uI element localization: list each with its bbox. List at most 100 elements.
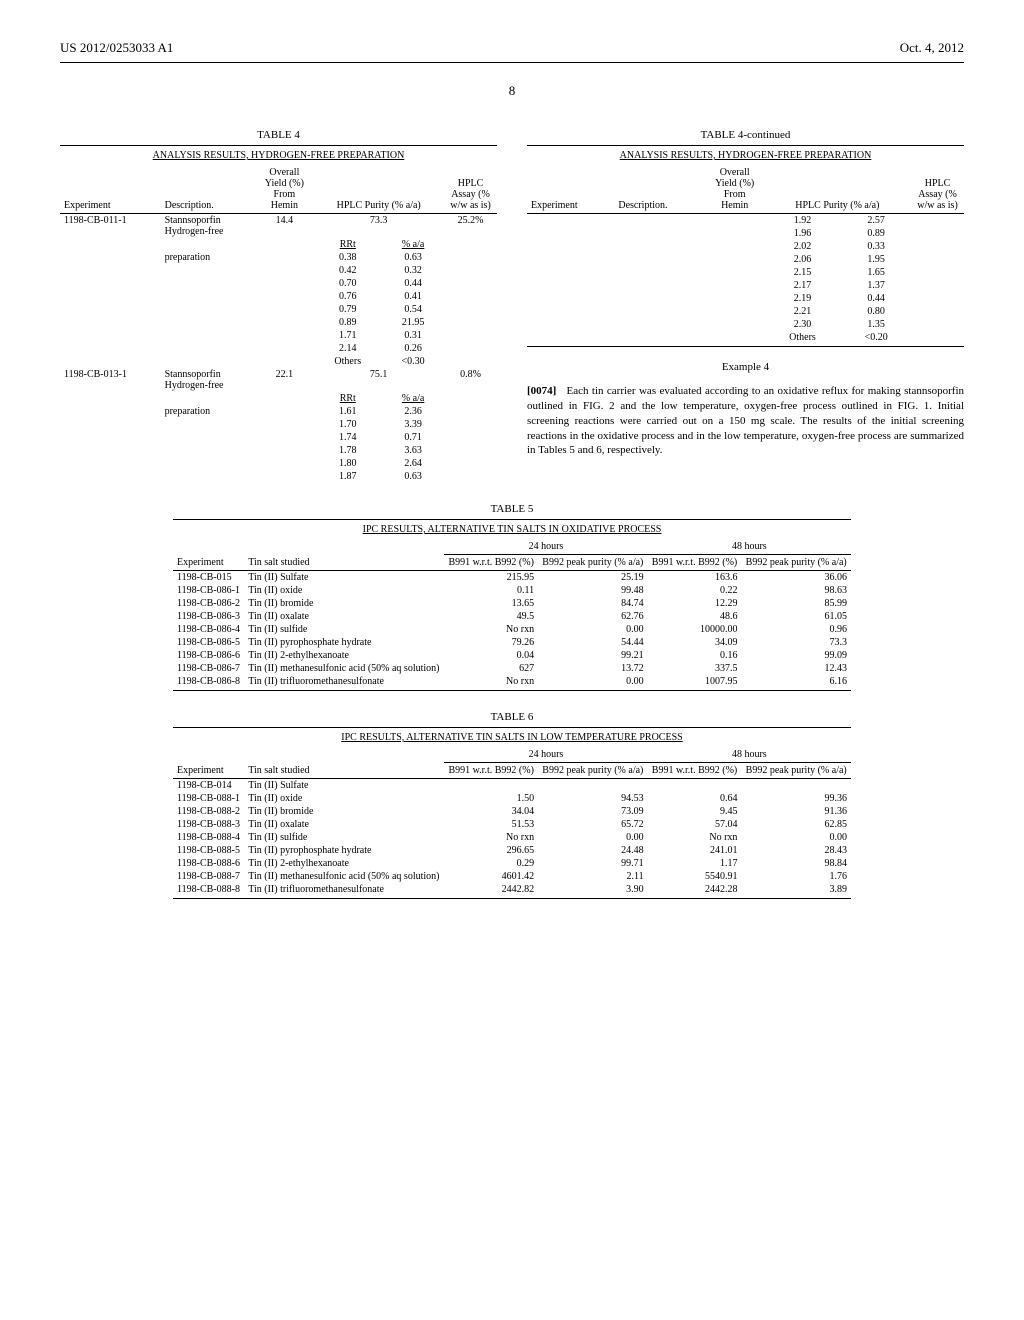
t4-pctaa: 0.32 — [382, 264, 444, 277]
cell-b992-48: 62.85 — [741, 818, 851, 831]
t6-th-b992-48: B992 peak purity (% a/a) — [741, 763, 851, 779]
cell-salt: Tin (II) oxalate — [244, 818, 444, 831]
table5-subtitle: IPC RESULTS, ALTERNATIVE TIN SALTS IN OX… — [173, 520, 851, 540]
cell-salt: Tin (II) oxide — [244, 584, 444, 597]
cell-b992-24: 94.53 — [538, 792, 648, 805]
t5-th-48h: 48 hours — [648, 539, 851, 555]
table-row: 1198-CB-088-2Tin (II) bromide34.0473.099… — [173, 805, 851, 818]
cell-b992-48: 1.76 — [741, 870, 851, 883]
cell-b991-24: 13.65 — [444, 597, 538, 610]
t4r-pctaa: 1.65 — [841, 266, 911, 279]
table-row: 1198-CB-015Tin (II) Sulfate215.9525.1916… — [173, 571, 851, 585]
cell-b991-48: 2442.28 — [648, 883, 742, 896]
table4-title: TABLE 4 — [60, 129, 497, 141]
table-row: 1198-CB-088-1Tin (II) oxide1.5094.530.64… — [173, 792, 851, 805]
table-row: 1198-CB-014Tin (II) Sulfate — [173, 779, 851, 793]
cell-b992-24: 84.74 — [538, 597, 648, 610]
cell-b991-24: 49.5 — [444, 610, 538, 623]
t4r-rrt: 1.92 — [764, 214, 842, 228]
t4r-rrt: 2.17 — [764, 279, 842, 292]
t6-th-48h: 48 hours — [648, 747, 851, 763]
cell-b992-48: 0.96 — [741, 623, 851, 636]
header-rule — [60, 62, 964, 63]
table-row: 1198-CB-086-7Tin (II) methanesulfonic ac… — [173, 662, 851, 675]
table4-subtitle: ANALYSIS RESULTS, HYDROGEN-FREE PREPARAT… — [60, 146, 497, 166]
cell-b991-48: 10000.00 — [648, 623, 742, 636]
t4-exp: 1198-CB-011-1 — [60, 214, 161, 239]
cell-salt: Tin (II) bromide — [244, 805, 444, 818]
cell-b991-48: 1007.95 — [648, 675, 742, 688]
t4-pctaa: 0.44 — [382, 277, 444, 290]
cell-b991-24: 51.53 — [444, 818, 538, 831]
para-number: [0074] — [527, 385, 556, 397]
table-row: 1198-CB-088-6Tin (II) 2-ethylhexanoate0.… — [173, 857, 851, 870]
th-yield-r: Overall Yield (%) From Hemin — [706, 165, 764, 214]
table-row: 1198-CB-088-8Tin (II) trifluoromethanesu… — [173, 883, 851, 896]
example4-heading: Example 4 — [527, 361, 964, 373]
th-hplc-purity: HPLC Purity (% a/a) — [313, 165, 444, 214]
cell-b992-24: 13.72 — [538, 662, 648, 675]
cell-b991-24: 0.04 — [444, 649, 538, 662]
table-row: 1198-CB-088-5Tin (II) pyrophosphate hydr… — [173, 844, 851, 857]
cell-b991-24: 627 — [444, 662, 538, 675]
t6-th-salt: Tin salt studied — [244, 747, 444, 779]
t4r-rrt: 2.21 — [764, 305, 842, 318]
t4-pctaa: 21.95 — [382, 316, 444, 329]
cell-b991-24: 0.11 — [444, 584, 538, 597]
cell-salt: Tin (II) sulfide — [244, 623, 444, 636]
cell-salt: Tin (II) trifluoromethanesulfonate — [244, 883, 444, 896]
cell-b991-48: 5540.91 — [648, 870, 742, 883]
t5-th-b992-24: B992 peak purity (% a/a) — [538, 555, 648, 571]
t4-rrt: 1.71 — [313, 329, 382, 342]
t4-yield: 14.4 — [255, 214, 313, 239]
t4-pctaa-hdr: % a/a — [382, 238, 444, 251]
t4r-pctaa: 0.80 — [841, 305, 911, 318]
cell-b992-24 — [538, 779, 648, 793]
th-hplc-assay-r: HPLC Assay (% w/w as is) — [911, 165, 964, 214]
cell-exp: 1198-CB-086-2 — [173, 597, 244, 610]
cell-b991-48: 0.22 — [648, 584, 742, 597]
table-row: 1198-CB-086-6Tin (II) 2-ethylhexanoate0.… — [173, 649, 851, 662]
cell-exp: 1198-CB-086-6 — [173, 649, 244, 662]
t4-rrt: Others — [313, 355, 382, 368]
cell-b992-24: 54.44 — [538, 636, 648, 649]
t4-purity-total: 75.1 — [313, 368, 444, 392]
t5-th-24h: 24 hours — [444, 539, 647, 555]
t4r-rrt: 2.06 — [764, 253, 842, 266]
cell-exp: 1198-CB-088-1 — [173, 792, 244, 805]
t4r-pctaa: 1.35 — [841, 318, 911, 331]
cell-b992-48: 28.43 — [741, 844, 851, 857]
cell-salt: Tin (II) 2-ethylhexanoate — [244, 649, 444, 662]
left-column: TABLE 4 ANALYSIS RESULTS, HYDROGEN-FREE … — [60, 129, 497, 483]
cell-b991-24: 0.29 — [444, 857, 538, 870]
cell-exp: 1198-CB-088-8 — [173, 883, 244, 896]
t4r-pctaa: 1.95 — [841, 253, 911, 266]
cell-b991-48: 0.64 — [648, 792, 742, 805]
t4-rrt-hdr: RRt — [313, 238, 382, 251]
table4-title-cont: TABLE 4-continued — [527, 129, 964, 141]
cell-b992-24: 62.76 — [538, 610, 648, 623]
t4r-rrt: Others — [764, 331, 842, 344]
cell-salt: Tin (II) bromide — [244, 597, 444, 610]
table4-left: ANALYSIS RESULTS, HYDROGEN-FREE PREPARAT… — [60, 145, 497, 483]
t4r-pctaa: 2.57 — [841, 214, 911, 228]
cell-b992-24: 99.71 — [538, 857, 648, 870]
table-row: 1198-CB-086-3Tin (II) oxalate49.562.7648… — [173, 610, 851, 623]
cell-salt: Tin (II) oxide — [244, 792, 444, 805]
cell-b991-24: 4601.42 — [444, 870, 538, 883]
t4-pctaa: <0.30 — [382, 355, 444, 368]
table6-subtitle: IPC RESULTS, ALTERNATIVE TIN SALTS IN LO… — [173, 728, 851, 748]
t4-desc: StannsoporfinHydrogen-free — [161, 214, 256, 239]
cell-exp: 1198-CB-015 — [173, 571, 244, 585]
table6-container: TABLE 6 IPC RESULTS, ALTERNATIVE TIN SAL… — [60, 711, 964, 899]
cell-b992-48: 99.09 — [741, 649, 851, 662]
cell-b991-24: 79.26 — [444, 636, 538, 649]
th-description: Description. — [161, 165, 256, 214]
cell-b991-48: 48.6 — [648, 610, 742, 623]
table6-title: TABLE 6 — [60, 711, 964, 723]
cell-b992-24: 0.00 — [538, 623, 648, 636]
t4-pctaa: 2.36 — [382, 405, 444, 418]
t4-rrt: 0.89 — [313, 316, 382, 329]
cell-exp: 1198-CB-086-4 — [173, 623, 244, 636]
cell-b991-24: 296.65 — [444, 844, 538, 857]
